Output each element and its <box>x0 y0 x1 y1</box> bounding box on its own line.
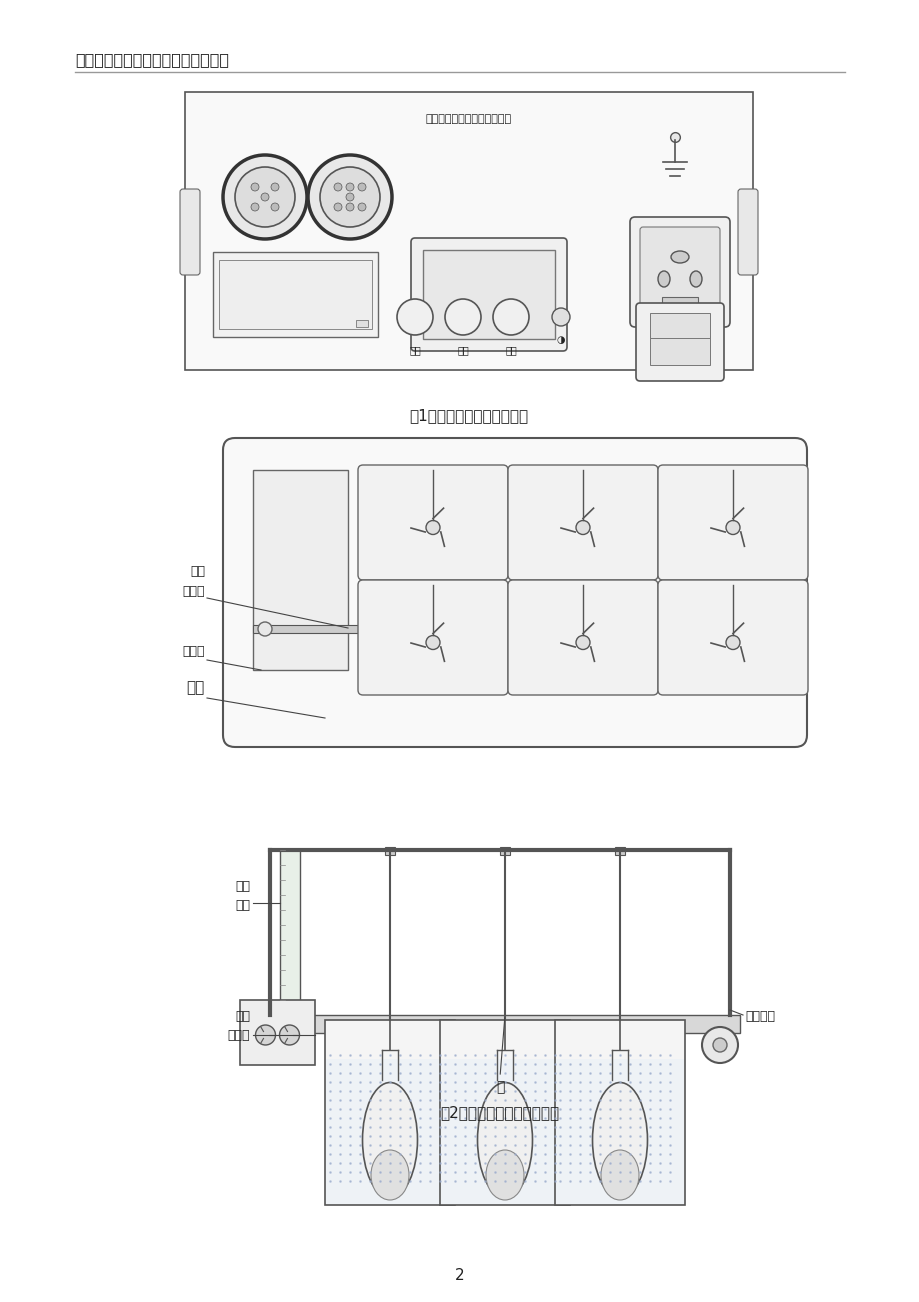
Circle shape <box>255 1025 275 1046</box>
Ellipse shape <box>362 1082 417 1198</box>
FancyBboxPatch shape <box>222 437 806 747</box>
Circle shape <box>261 193 268 201</box>
Circle shape <box>493 299 528 335</box>
FancyBboxPatch shape <box>439 1019 570 1204</box>
FancyBboxPatch shape <box>630 217 729 327</box>
Circle shape <box>262 1027 298 1062</box>
Circle shape <box>279 1025 300 1046</box>
FancyBboxPatch shape <box>635 303 723 381</box>
Circle shape <box>712 1038 726 1052</box>
Circle shape <box>445 299 481 335</box>
Ellipse shape <box>670 251 688 263</box>
Bar <box>423 250 554 339</box>
Circle shape <box>575 635 589 650</box>
FancyBboxPatch shape <box>357 579 507 695</box>
Bar <box>260 1016 739 1032</box>
Text: 高压: 高压 <box>234 1010 250 1023</box>
Circle shape <box>273 1038 287 1052</box>
Ellipse shape <box>689 271 701 286</box>
Ellipse shape <box>485 1150 524 1200</box>
Circle shape <box>757 622 771 635</box>
Circle shape <box>251 203 259 211</box>
Circle shape <box>425 521 439 535</box>
Text: 高压: 高压 <box>234 880 250 893</box>
Bar <box>662 297 698 309</box>
FancyBboxPatch shape <box>554 1019 685 1204</box>
FancyBboxPatch shape <box>657 579 807 695</box>
FancyBboxPatch shape <box>657 465 807 579</box>
FancyBboxPatch shape <box>180 189 199 275</box>
Text: 变压器: 变压器 <box>182 585 205 598</box>
Circle shape <box>271 203 278 211</box>
Text: 确认: 确认 <box>505 345 516 355</box>
Bar <box>650 312 709 339</box>
Ellipse shape <box>600 1150 639 1200</box>
Circle shape <box>334 203 342 211</box>
Text: 武汉市华天电力自动化有限责任公司: 武汉市华天电力自动化有限责任公司 <box>75 52 229 66</box>
FancyBboxPatch shape <box>737 189 757 275</box>
FancyBboxPatch shape <box>253 470 347 671</box>
Text: 接地端: 接地端 <box>182 644 205 658</box>
Circle shape <box>357 203 366 211</box>
Text: 绝缘支架: 绝缘支架 <box>744 1010 774 1023</box>
Bar <box>325 1059 453 1204</box>
Text: 变压器: 变压器 <box>227 1029 250 1042</box>
Bar <box>384 848 394 855</box>
Circle shape <box>575 521 589 535</box>
Text: 2: 2 <box>455 1268 464 1282</box>
Bar <box>499 848 509 855</box>
Text: ◑: ◑ <box>556 335 564 345</box>
Circle shape <box>308 155 391 240</box>
FancyBboxPatch shape <box>507 465 657 579</box>
Circle shape <box>397 299 433 335</box>
Circle shape <box>234 167 295 227</box>
FancyBboxPatch shape <box>411 238 566 352</box>
Circle shape <box>725 635 739 650</box>
Text: 水槽: 水槽 <box>187 680 205 695</box>
Circle shape <box>551 309 570 326</box>
Bar <box>614 848 624 855</box>
FancyBboxPatch shape <box>324 1019 455 1204</box>
FancyBboxPatch shape <box>507 579 657 695</box>
Bar <box>356 320 368 327</box>
FancyBboxPatch shape <box>213 253 378 337</box>
Bar <box>253 625 777 633</box>
FancyBboxPatch shape <box>357 465 507 579</box>
Circle shape <box>271 184 278 191</box>
Text: 复位: 复位 <box>409 345 420 355</box>
Bar <box>219 260 371 329</box>
Circle shape <box>222 155 307 240</box>
Text: 水: 水 <box>495 1079 504 1094</box>
Text: 水阻: 水阻 <box>234 898 250 911</box>
Bar <box>279 850 300 1005</box>
Ellipse shape <box>477 1082 532 1198</box>
Circle shape <box>725 521 739 535</box>
Circle shape <box>251 184 259 191</box>
Circle shape <box>425 635 439 650</box>
Circle shape <box>357 184 366 191</box>
Ellipse shape <box>592 1082 647 1198</box>
Circle shape <box>701 1027 737 1062</box>
Circle shape <box>346 203 354 211</box>
Bar <box>650 336 709 365</box>
Bar <box>440 1059 568 1204</box>
Text: 高压: 高压 <box>190 565 205 578</box>
Text: 图1：绝缘靴（手套）操作箱: 图1：绝缘靴（手套）操作箱 <box>409 408 528 423</box>
FancyBboxPatch shape <box>240 1000 314 1065</box>
Circle shape <box>257 622 272 635</box>
Ellipse shape <box>657 271 669 286</box>
Text: 绝缘靴（手套）耐压试验装置: 绝缘靴（手套）耐压试验装置 <box>425 115 512 124</box>
Ellipse shape <box>370 1150 409 1200</box>
FancyBboxPatch shape <box>640 227 720 316</box>
Circle shape <box>334 184 342 191</box>
Text: 图2：绝缘靴（手套）试验台: 图2：绝缘靴（手套）试验台 <box>440 1105 559 1120</box>
Circle shape <box>346 184 354 191</box>
FancyBboxPatch shape <box>185 92 752 370</box>
Text: 选择: 选择 <box>457 345 469 355</box>
Bar <box>555 1059 683 1204</box>
Circle shape <box>346 193 354 201</box>
Circle shape <box>320 167 380 227</box>
